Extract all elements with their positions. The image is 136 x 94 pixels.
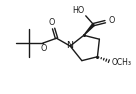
Text: N: N xyxy=(66,41,73,50)
Text: O: O xyxy=(108,16,115,25)
Text: OCH₃: OCH₃ xyxy=(112,58,132,67)
Text: O: O xyxy=(48,18,55,27)
Polygon shape xyxy=(84,24,94,35)
Text: O: O xyxy=(41,44,47,53)
Text: HO: HO xyxy=(72,6,85,15)
